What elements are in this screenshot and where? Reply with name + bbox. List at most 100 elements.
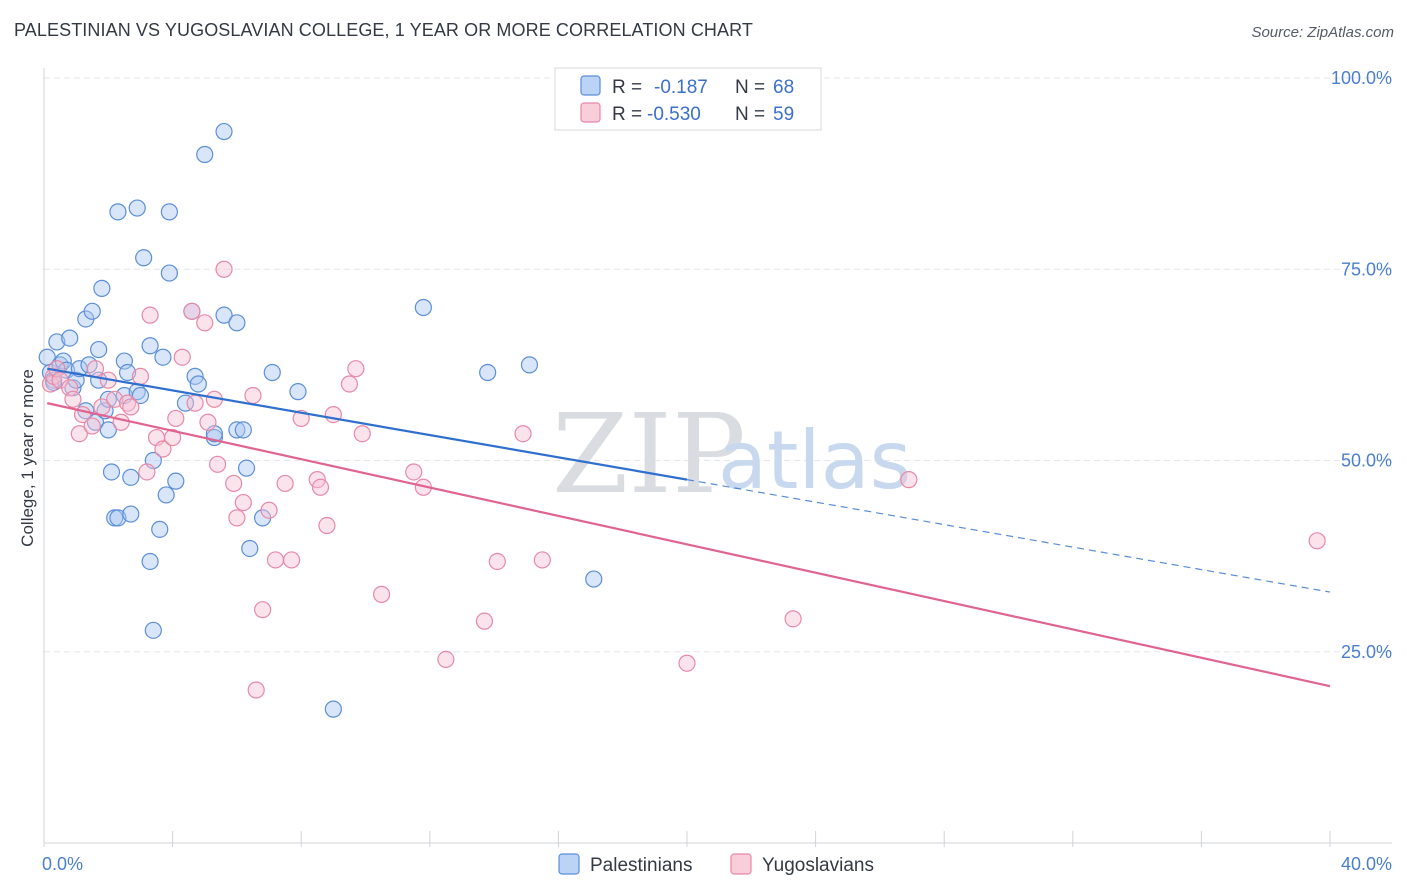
yugoslavian-point [353,425,371,443]
palestinian-point [237,459,256,477]
yugoslavian-point [228,509,246,527]
yugoslavian-point [209,455,227,473]
legend-n-yugoslavians: 59 [773,104,794,125]
x-tick-labels: 0.0% 40.0% [42,854,1392,874]
palestinian-point [215,122,233,141]
palestinian-point [144,621,162,639]
palestinian-point [135,249,153,267]
yugoslavian-point [347,360,365,378]
yugoslavian-point [784,610,802,628]
palestinian-point [109,203,127,221]
palestinian-point [189,375,207,393]
palestinian-point [520,356,539,374]
palestinian-point [122,468,140,486]
yugoslavian-point [112,413,130,431]
palestinians-trend-line [47,367,688,481]
legend-r-label: R = [612,104,642,125]
palestinian-point [48,333,66,351]
palestinian-point [228,314,246,332]
yugoslavian-point [247,681,265,699]
palestinian-point [151,520,169,538]
watermark-zip: ZIP [552,390,746,518]
y-tick-label-1: 50.0% [1341,451,1392,471]
yugoslavian-point [437,650,455,669]
yugoslavian-point [475,612,494,630]
y-tick-label-0: 25.0% [1341,642,1392,662]
yugoslavian-point [372,585,391,603]
y-axis-label: College, 1 year or more [18,369,37,547]
yugoslavian-point [167,409,185,428]
palestinian-point [90,340,108,359]
palestinian-point [176,394,195,412]
yugoslavian-point [215,260,233,278]
palestinian-point [228,421,246,439]
palestinian-point [109,509,127,527]
palestinian-point [118,363,137,382]
series-legend-swatch-palestinians [558,853,580,875]
palestinian-point [479,363,497,382]
yugoslavian-point [533,551,551,569]
palestinian-point [160,203,178,221]
yugoslavian-point [64,390,82,408]
yugoslavian-point [122,398,140,416]
yugoslavian-point [340,375,359,393]
palestinian-point [99,421,117,439]
yugoslavian-point [900,471,918,489]
palestinian-point [141,337,159,355]
yugoslavian-point [244,386,262,405]
palestinian-point [215,306,233,324]
palestinian-point [289,383,307,401]
x-tick-label-1: 40.0% [1341,854,1392,874]
source-credit: Source: ZipAtlas.com [1251,24,1394,41]
palestinian-point [93,279,111,297]
palestinian-point [122,505,140,523]
yugoslavian-point [311,478,330,496]
legend-n-label: N = [735,77,765,98]
palestinians-trend-extension [686,479,1331,593]
palestinian-point [131,386,150,405]
legend-n-label: N = [735,104,765,125]
yugoslavian-point [678,654,696,672]
yugoslavian-point [282,551,301,569]
yugoslavian-point [276,474,294,493]
legend-swatch-palestinians [580,75,601,96]
yugoslavian-point [186,394,204,412]
yugoslavian-point [86,360,105,378]
palestinian-point [102,463,121,481]
yugoslavian-point [138,463,156,481]
series-legend-swatch-yugoslavians [730,853,752,875]
palestinian-point [263,363,281,382]
yugoslavian-point [83,417,101,435]
yugoslavian-point [405,463,423,481]
yugoslavian-point [318,516,336,535]
yugoslavians-trend-line [46,402,1331,688]
series-legend-yugoslavians: Yugoslavians [762,855,874,876]
legend-r-palestinians: -0.187 [654,77,708,98]
palestinian-point [160,264,178,282]
yugoslavian-point [199,413,217,431]
palestinian-point [61,329,79,347]
legend-r-label: R = [612,77,642,98]
yugoslavian-point [131,367,150,385]
y-tick-labels: 25.0% 50.0% 75.0% 100.0% [1331,68,1392,662]
yugoslavian-point [514,425,532,443]
palestinian-point [167,472,185,490]
watermark-atlas: atlas [718,414,911,507]
yugoslavian-point [488,552,506,571]
palestinian-point [414,298,432,317]
legend-r-yugoslavians: -0.530 [647,104,701,125]
palestinian-point [157,486,175,504]
legend-swatch-yugoslavians [580,102,601,123]
yugoslavian-point [225,474,243,493]
yugoslavian-point [106,390,124,408]
palestinian-point [324,700,342,718]
yugoslavian-point [154,440,172,458]
palestinian-point [234,421,252,439]
watermark: ZIP atlas [552,390,911,518]
yugoslavian-point [173,348,191,366]
palestinians-points [38,122,603,718]
yugoslavian-point [1308,532,1326,550]
legend-n-palestinians: 68 [773,77,794,98]
yugoslavian-point [266,551,285,569]
